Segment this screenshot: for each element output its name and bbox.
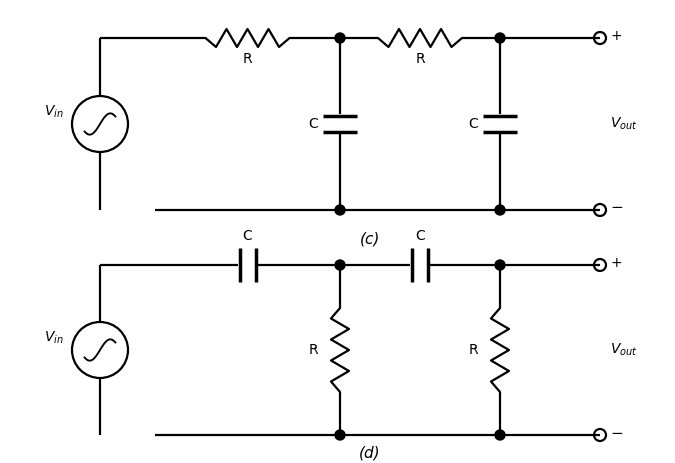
Text: R: R bbox=[468, 343, 478, 357]
Text: (d): (d) bbox=[359, 445, 381, 460]
Circle shape bbox=[495, 430, 505, 440]
Text: C: C bbox=[242, 229, 252, 243]
Text: C: C bbox=[468, 117, 478, 131]
Text: $V_{in}$: $V_{in}$ bbox=[45, 104, 64, 120]
Text: −: − bbox=[610, 425, 623, 440]
Circle shape bbox=[335, 33, 345, 43]
Circle shape bbox=[335, 260, 345, 270]
Circle shape bbox=[495, 260, 505, 270]
Text: R: R bbox=[415, 52, 425, 66]
Text: R: R bbox=[243, 52, 252, 66]
Text: −: − bbox=[610, 200, 623, 215]
Text: $V_{in}$: $V_{in}$ bbox=[45, 330, 64, 346]
Circle shape bbox=[495, 33, 505, 43]
Circle shape bbox=[335, 205, 345, 215]
Text: (c): (c) bbox=[360, 232, 380, 247]
Text: +: + bbox=[610, 29, 622, 43]
Text: +: + bbox=[610, 256, 622, 270]
Text: $V_{out}$: $V_{out}$ bbox=[610, 342, 638, 358]
Text: $V_{out}$: $V_{out}$ bbox=[610, 116, 638, 132]
Text: C: C bbox=[308, 117, 318, 131]
Circle shape bbox=[335, 430, 345, 440]
Circle shape bbox=[495, 205, 505, 215]
Text: C: C bbox=[415, 229, 425, 243]
Text: R: R bbox=[308, 343, 318, 357]
